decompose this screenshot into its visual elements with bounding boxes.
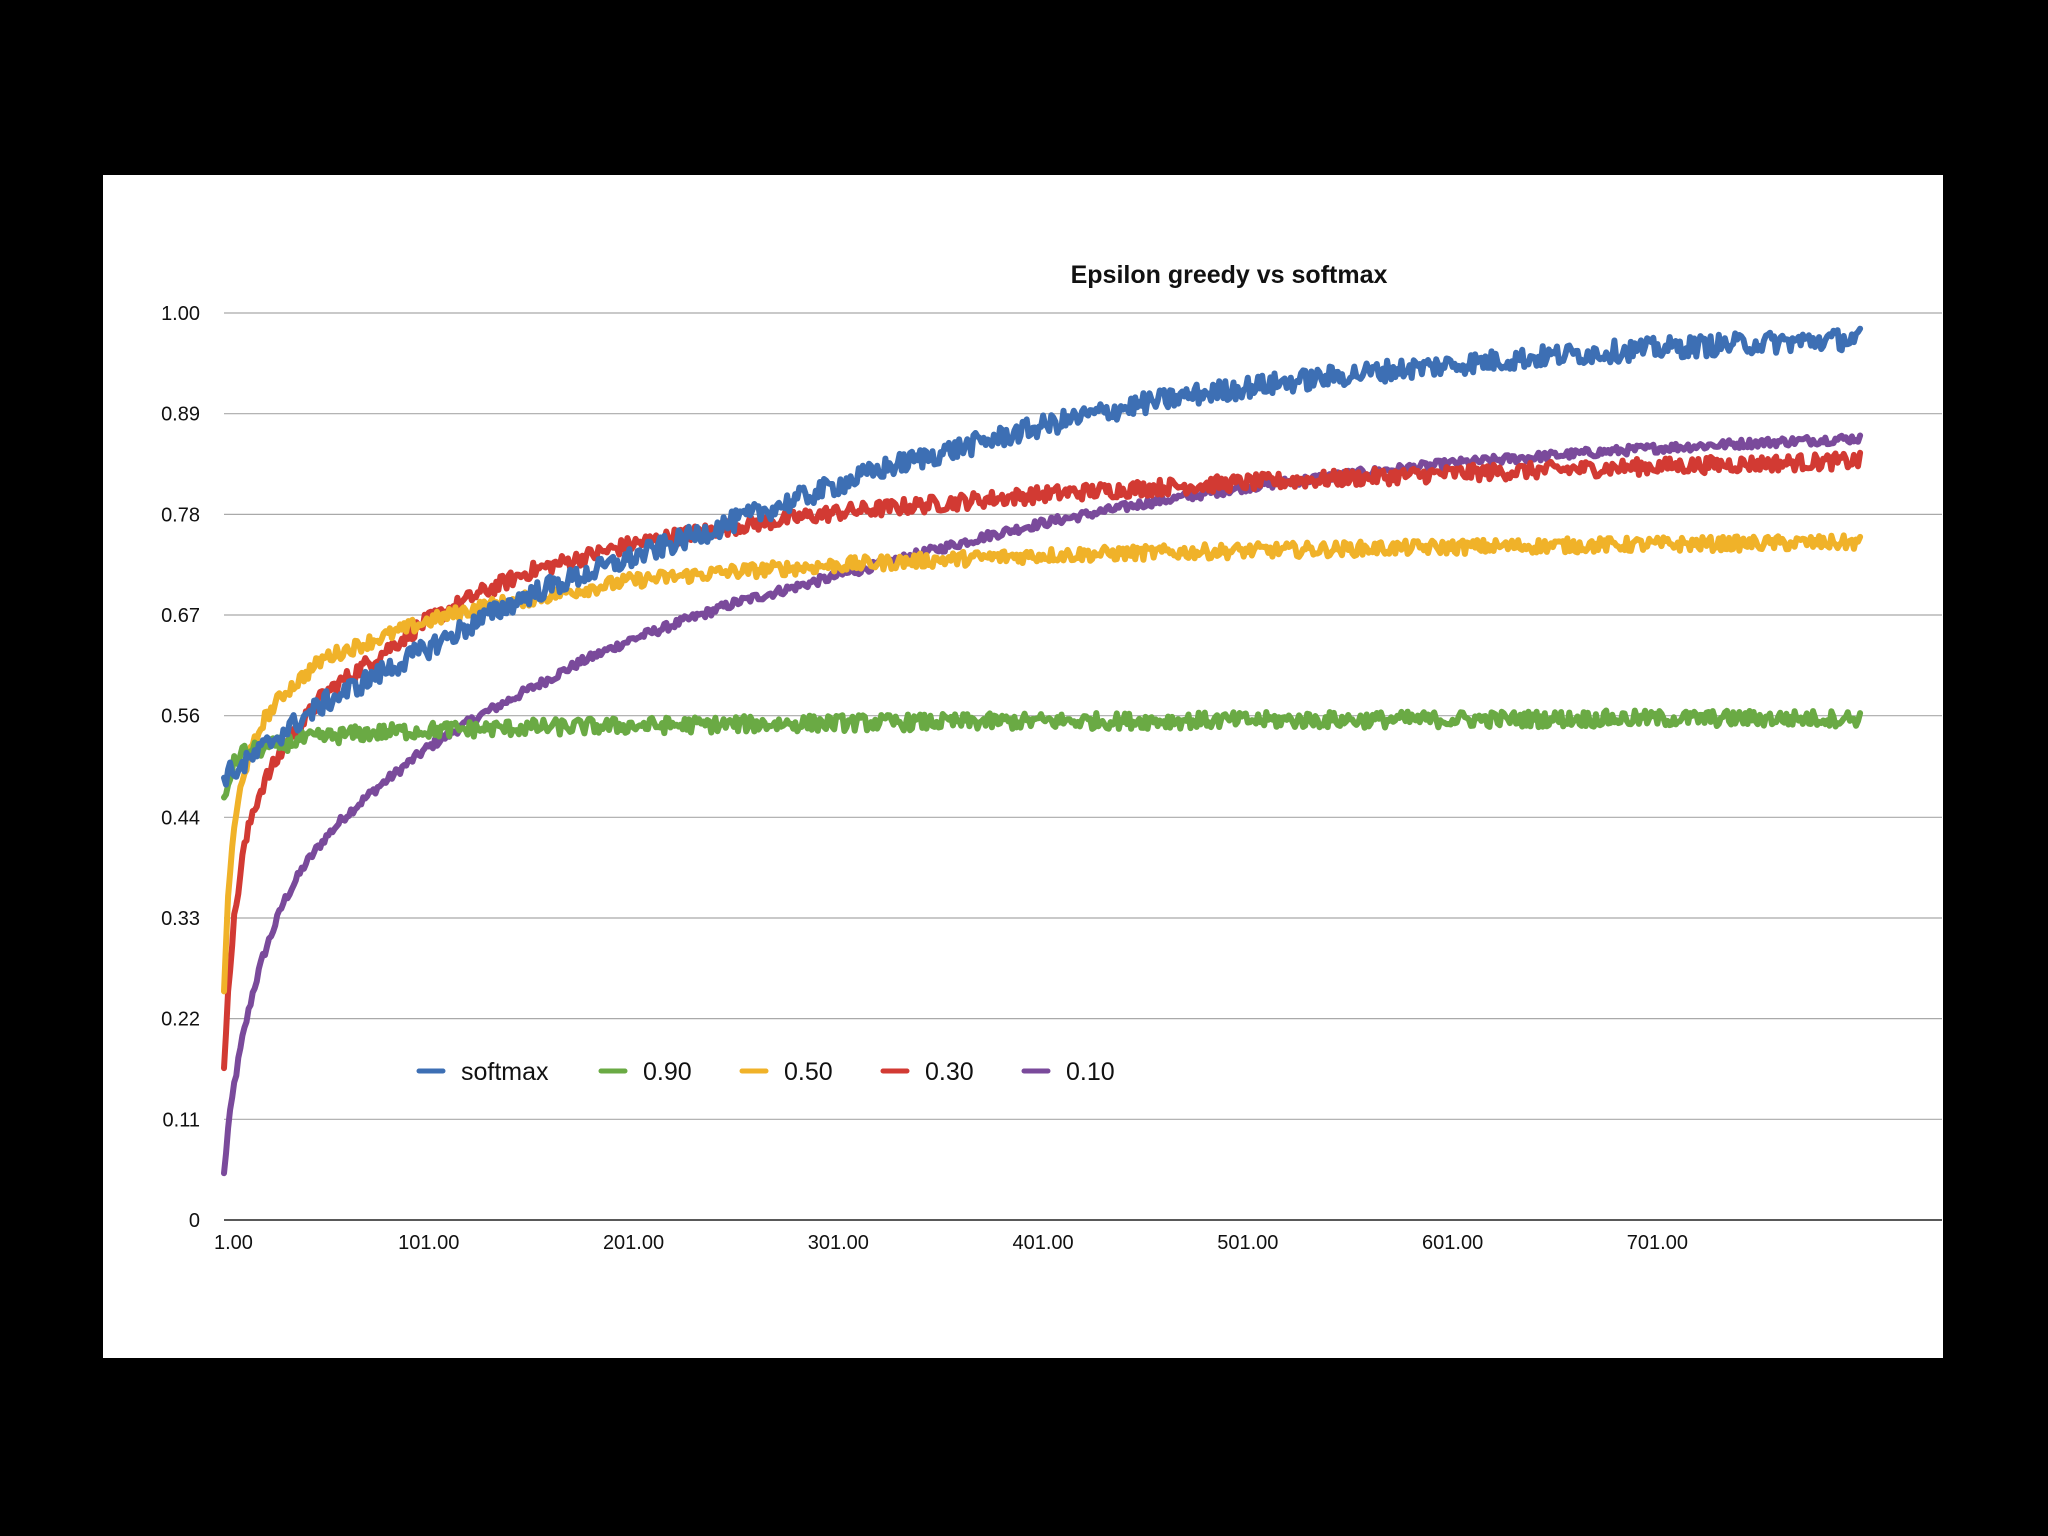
x-tick-label: 401.00 — [1012, 1232, 1073, 1254]
series-lines — [221, 325, 1864, 1177]
y-tick-label: 0.67 — [161, 605, 200, 627]
x-tick-label: 601.00 — [1422, 1232, 1483, 1254]
legend: softmax 0.90 0.50 0.30 0.10 — [416, 1058, 1115, 1086]
x-tick-label: 1.00 — [214, 1232, 253, 1254]
y-axis-ticks: 0 0.11 0.22 0.33 0.44 0.56 0.67 0.78 0.89 1.00 — [161, 303, 200, 1232]
series-line-softmax — [221, 325, 1864, 788]
y-tick-label: 0.11 — [163, 1109, 200, 1131]
y-tick-label: 0.33 — [161, 908, 200, 930]
x-axis-ticks: 1.00 101.00 201.00 301.00 401.00 501.00 601.00… — [214, 1232, 1688, 1254]
legend-label: 0.30 — [925, 1058, 974, 1086]
series-line-0.30 — [221, 449, 1864, 1072]
series-line-0.50 — [221, 532, 1864, 995]
chart-title: Epsilon greedy vs softmax — [1071, 261, 1388, 289]
y-tick-label: 0 — [189, 1210, 200, 1232]
x-tick-label: 701.00 — [1627, 1232, 1688, 1254]
x-tick-label: 101.00 — [398, 1232, 459, 1254]
x-tick-label: 501.00 — [1217, 1232, 1278, 1254]
x-tick-label: 301.00 — [808, 1232, 869, 1254]
y-tick-label: 0.56 — [161, 706, 200, 728]
y-tick-label: 0.22 — [161, 1009, 200, 1031]
chart-slide — [103, 175, 1943, 1358]
legend-label: 0.10 — [1066, 1058, 1115, 1086]
series-line-0.10 — [221, 432, 1864, 1177]
y-tick-label: 0.89 — [161, 404, 200, 426]
y-tick-label: 0.78 — [161, 504, 200, 526]
legend-label: softmax — [461, 1058, 549, 1086]
x-tick-label: 201.00 — [603, 1232, 664, 1254]
legend-label: 0.50 — [784, 1058, 833, 1086]
y-tick-label: 1.00 — [161, 303, 200, 325]
legend-label: 0.90 — [643, 1058, 692, 1086]
series-line-0.90 — [221, 707, 1864, 801]
y-tick-label: 0.44 — [161, 807, 200, 829]
